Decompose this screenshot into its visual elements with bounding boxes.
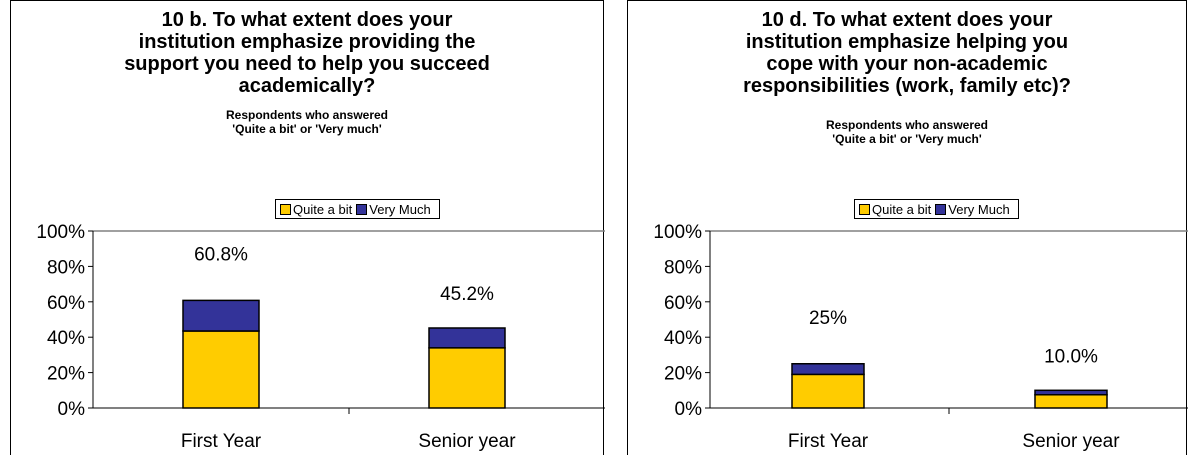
bar-segment-very-much: [428, 327, 506, 349]
chart-plot: 0% 20% 40% 60% 80% 100% 25% First Year 10.0% Seni…: [653, 222, 1188, 452]
y-tick-label: 40%: [47, 328, 85, 349]
bar-segment-very-much: [182, 299, 260, 332]
x-category-label: First Year: [788, 431, 869, 452]
chart-plot: 0% 20% 40% 60% 80% 100% 60.8% First Year 45.2% Se…: [36, 222, 605, 452]
x-category-label: First Year: [181, 431, 262, 452]
legend-swatch-very-much: [935, 203, 947, 215]
bar-segment-quite-a-bit: [791, 373, 865, 409]
y-tick-label: 20%: [47, 364, 85, 385]
y-tick-label: 100%: [36, 222, 85, 243]
legend-label-quite-a-bit: Quite a bit: [293, 201, 353, 217]
legend-item-very-much: Very Much: [935, 201, 1010, 217]
legend-item-quite-a-bit: Quite a bit: [280, 202, 352, 217]
bar-total-label: 45.2%: [440, 284, 494, 305]
chart-legend: Quite a bit Very Much: [854, 199, 1019, 219]
chart-legend: Quite a bit Very Much: [275, 199, 440, 219]
x-category-label: Senior year: [418, 431, 516, 452]
y-tick-label: 0%: [675, 399, 703, 420]
chart-panel-10b: 10 b. To what extent does your instituti…: [10, 0, 605, 455]
y-tick-label: 20%: [664, 364, 702, 385]
bar-segment-quite-a-bit: [182, 330, 260, 409]
y-tick-label: 80%: [664, 257, 702, 278]
legend-label-very-much: Very Much: [369, 201, 431, 217]
chart-title: 10 d. To what extent does your instituti…: [743, 9, 1071, 97]
legend-swatch-quite-a-bit: [859, 203, 870, 215]
y-tick-label: 60%: [664, 293, 702, 314]
bar-segment-quite-a-bit: [1034, 393, 1108, 409]
legend-swatch-very-much: [356, 203, 368, 215]
bar-total-label: 10.0%: [1044, 346, 1098, 367]
legend-item-very-much: Very Much: [356, 201, 431, 217]
y-tick-label: 100%: [653, 222, 702, 243]
legend-item-quite-a-bit: Quite a bit: [859, 202, 931, 217]
legend-label-very-much: Very Much: [948, 201, 1010, 217]
y-tick-label: 60%: [47, 293, 85, 314]
y-tick-label: 80%: [47, 257, 85, 278]
y-tick-label: 0%: [58, 399, 86, 420]
legend-label-quite-a-bit: Quite a bit: [872, 201, 932, 217]
bar-total-label: 60.8%: [194, 244, 248, 265]
legend-swatch-quite-a-bit: [280, 203, 291, 215]
chart-subtitle: Respondents who answered 'Quite a bit' o…: [825, 118, 989, 146]
chart-subtitle: Respondents who answered 'Quite a bit' o…: [225, 108, 389, 136]
bar-total-label: 25%: [809, 308, 847, 329]
bar-segment-very-much: [1034, 389, 1108, 396]
bar-segment-quite-a-bit: [428, 347, 506, 409]
x-category-label: Senior year: [1022, 431, 1120, 452]
y-tick-label: 40%: [664, 328, 702, 349]
bar-segment-very-much: [791, 363, 865, 376]
chart-panel-10d: 10 d. To what extent does your instituti…: [627, 0, 1188, 455]
chart-title: 10 b. To what extent does your instituti…: [124, 9, 490, 97]
